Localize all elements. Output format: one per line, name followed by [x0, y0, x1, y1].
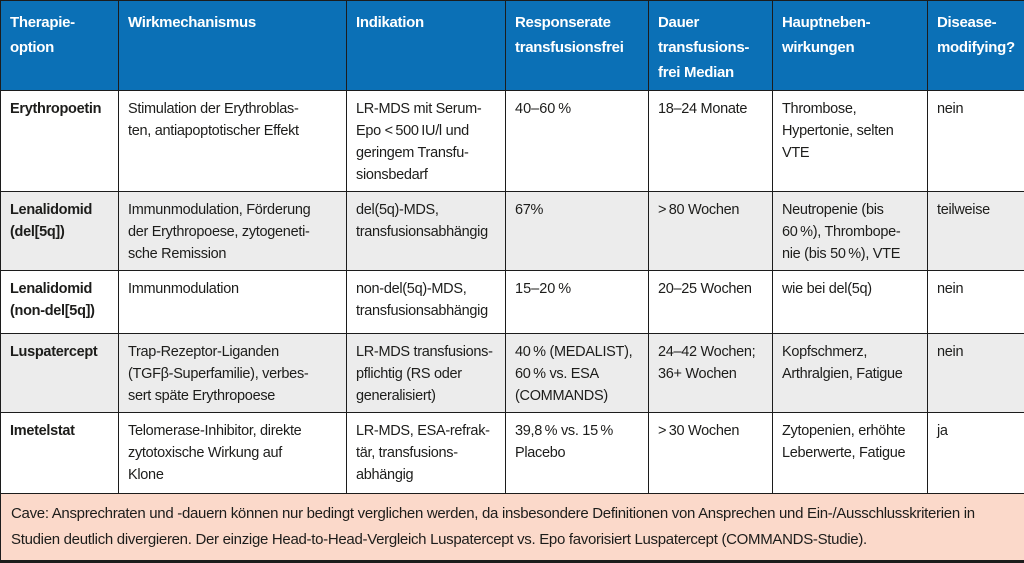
- cell-side-effects: wie bei del(5q): [773, 271, 928, 334]
- cell-duration: 20–25 Wochen: [649, 271, 773, 334]
- cell-mechanism: Immunmodulation, Förderung der Erythropo…: [119, 192, 347, 271]
- column-header-dauer: Dauer transfusions- frei Median: [649, 1, 773, 91]
- cell-disease-modifying: nein: [928, 334, 1024, 413]
- cell-mechanism: Trap-Rezeptor-Liganden (TGFβ-Superfamili…: [119, 334, 347, 413]
- cell-duration: > 30 Wochen: [649, 413, 773, 494]
- cell-indication: LR-MDS transfusions- pflichtig (RS oder …: [347, 334, 506, 413]
- header-row: Therapie- option Wirkmechanismus Indikat…: [1, 1, 1024, 91]
- column-header-wirkmechanismus: Wirkmechanismus: [119, 1, 347, 91]
- cell-side-effects: Neutropenie (bis 60 %), Thrombope- nie (…: [773, 192, 928, 271]
- table-row-lenalidomid-del5q: Lenalidomid (del[5q]) Immunmodulation, F…: [1, 192, 1024, 271]
- column-header-nebenwirkungen: Hauptneben- wirkungen: [773, 1, 928, 91]
- cell-disease-modifying: teilweise: [928, 192, 1024, 271]
- cell-indication: non-del(5q)-MDS, transfusionsabhängig: [347, 271, 506, 334]
- cell-therapy: Imetelstat: [1, 413, 119, 494]
- cave-note: Cave: Ansprechraten und -dauern können n…: [1, 494, 1024, 562]
- cell-therapy: Erythropoetin: [1, 91, 119, 192]
- cell-response-rate: 40 % (MEDALIST), 60 % vs. ESA (COMMANDS): [506, 334, 649, 413]
- cell-duration: 24–42 Wochen; 36+ Wochen: [649, 334, 773, 413]
- cell-indication: LR-MDS, ESA-refrak- tär, transfusions- a…: [347, 413, 506, 494]
- column-header-therapieoption: Therapie- option: [1, 1, 119, 91]
- cell-side-effects: Thrombose, Hypertonie, selten VTE: [773, 91, 928, 192]
- cell-mechanism: Immunmodulation: [119, 271, 347, 334]
- cell-therapy: Lenalidomid (non-del[5q]): [1, 271, 119, 334]
- cell-indication: del(5q)-MDS, transfusionsabhängig: [347, 192, 506, 271]
- table-row-imetelstat: Imetelstat Telomerase-Inhibitor, direkte…: [1, 413, 1024, 494]
- cell-response-rate: 15–20 %: [506, 271, 649, 334]
- cell-therapy: Luspatercept: [1, 334, 119, 413]
- cell-duration: > 80 Wochen: [649, 192, 773, 271]
- cell-therapy: Lenalidomid (del[5q]): [1, 192, 119, 271]
- column-header-indikation: Indikation: [347, 1, 506, 91]
- cell-side-effects: Zytopenien, erhöhte Leberwerte, Fatigue: [773, 413, 928, 494]
- cell-indication: LR-MDS mit Serum- Epo < 500 IU/l und ger…: [347, 91, 506, 192]
- cell-duration: 18–24 Monate: [649, 91, 773, 192]
- table-row-luspatercept: Luspatercept Trap-Rezeptor-Liganden (TGF…: [1, 334, 1024, 413]
- cell-mechanism: Telomerase-Inhibitor, direkte zytotoxisc…: [119, 413, 347, 494]
- cell-disease-modifying: nein: [928, 91, 1024, 192]
- cell-response-rate: 67%: [506, 192, 649, 271]
- cell-side-effects: Kopfschmerz, Arthralgien, Fatigue: [773, 334, 928, 413]
- column-header-disease-modifying: Disease- modifying?: [928, 1, 1024, 91]
- cell-response-rate: 40–60 %: [506, 91, 649, 192]
- table-row-lenalidomid-non-del5q: Lenalidomid (non-del[5q]) Immunmodulatio…: [1, 271, 1024, 334]
- cell-disease-modifying: ja: [928, 413, 1024, 494]
- cell-mechanism: Stimulation der Erythroblas- ten, antiap…: [119, 91, 347, 192]
- cell-disease-modifying: nein: [928, 271, 1024, 334]
- column-header-responserate: Responserate transfusionsfrei: [506, 1, 649, 91]
- cell-response-rate: 39,8 % vs. 15 % Placebo: [506, 413, 649, 494]
- footnote-row: Cave: Ansprechraten und -dauern können n…: [1, 494, 1024, 562]
- table-row-erythropoetin: Erythropoetin Stimulation der Erythrobla…: [1, 91, 1024, 192]
